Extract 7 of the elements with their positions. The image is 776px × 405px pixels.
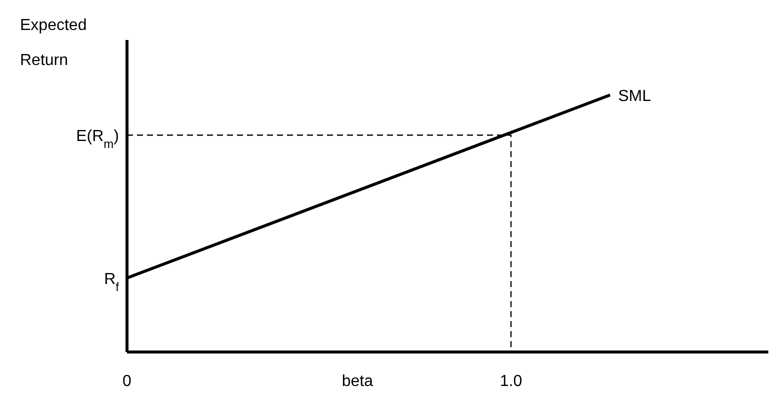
x-tick-label: 0: [122, 373, 132, 390]
y-axis-title: Expected Return: [20, 17, 87, 69]
series-label: SML: [618, 88, 652, 105]
text: E(R$_{m}$): [76, 128, 119, 152]
x-axis-title: beta: [342, 373, 374, 390]
text: R$_{f}$: [104, 270, 120, 294]
x-tick-label: 1.0: [500, 373, 522, 390]
